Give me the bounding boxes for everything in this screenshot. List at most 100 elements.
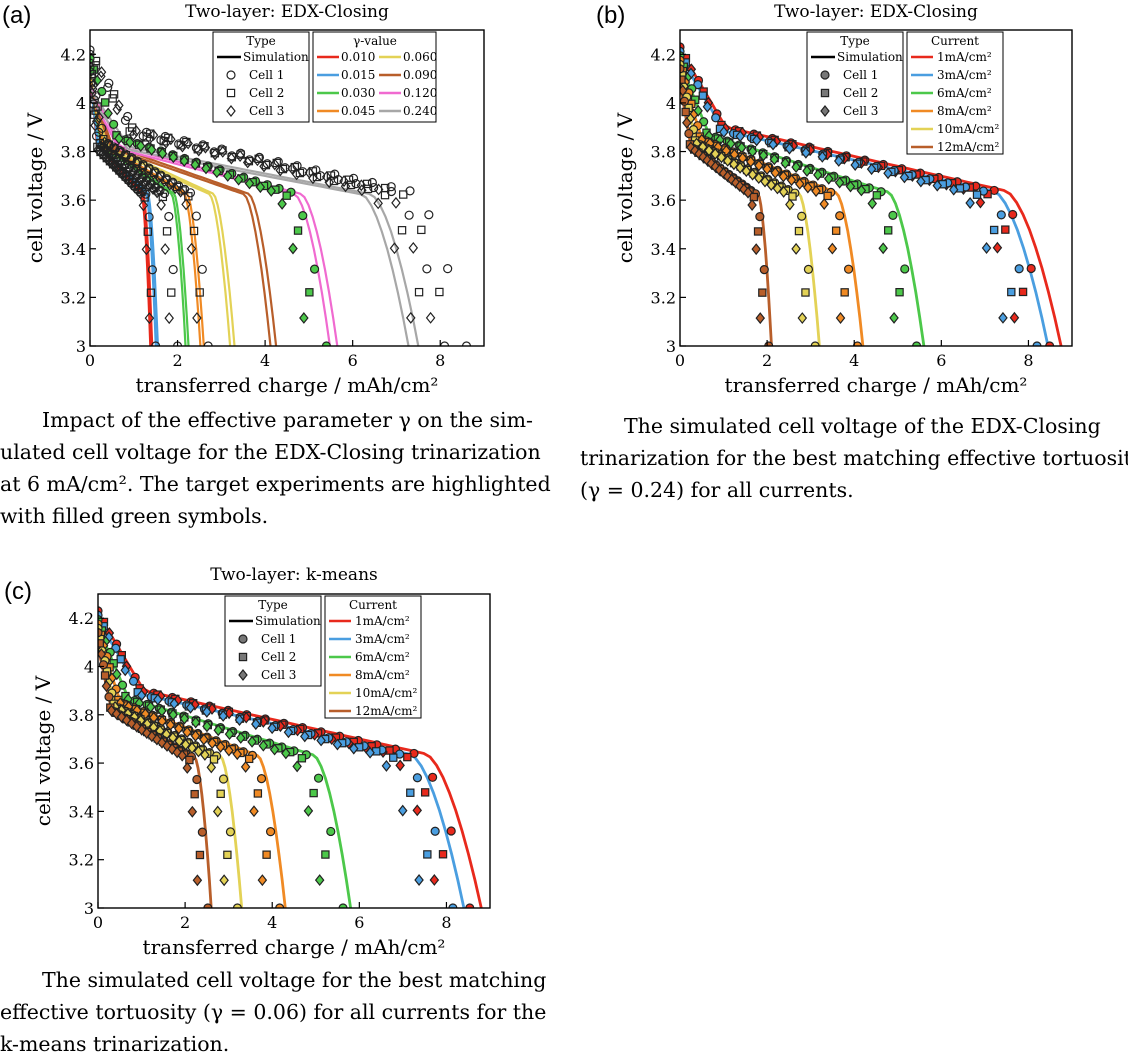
legend-series-entry: 0.240 — [403, 104, 437, 118]
exp-marker-2 — [326, 826, 336, 837]
exp-marker-0 — [438, 850, 448, 859]
exp-marker-3 — [197, 264, 207, 274]
exp-marker-0 — [465, 903, 475, 908]
x-tick-label: 0 — [675, 351, 685, 370]
exp-marker-3 — [831, 226, 841, 235]
exp-marker-1 — [128, 676, 139, 686]
exp-marker-0 — [975, 196, 986, 209]
exp-marker-0 — [420, 788, 430, 797]
exp-marker-4 — [90, 62, 95, 73]
exp-marker-5 — [182, 761, 193, 774]
exp-marker-1 — [234, 714, 245, 726]
exp-marker-1 — [801, 146, 811, 159]
exp-marker-1 — [784, 142, 795, 155]
x-tick-label: 2 — [762, 351, 772, 370]
legend-series-entry: 6mA/cm² — [937, 86, 992, 100]
exp-marker-3 — [786, 174, 797, 187]
exp-marker-3 — [835, 211, 845, 221]
exp-marker-4 — [801, 288, 810, 297]
x-tick-label: 8 — [441, 913, 451, 932]
exp-marker-2 — [292, 760, 302, 773]
exp-marker-5 — [91, 131, 102, 141]
exp-marker-2 — [802, 165, 812, 177]
exp-marker-1 — [128, 128, 139, 141]
exp-marker-5 — [751, 243, 761, 256]
exp-marker-4 — [156, 198, 166, 211]
exp-marker-1 — [440, 341, 450, 346]
exp-marker-0 — [435, 287, 444, 297]
exp-marker-4 — [193, 745, 204, 758]
exp-marker-3 — [90, 69, 97, 79]
plot-frame — [89, 29, 485, 347]
chart-b: Two-layer: EDX-Closing 0 2 4 6 8 3 3.2 3.4 3.6 3.8… — [613, 2, 1073, 397]
exp-marker-5 — [192, 874, 203, 887]
exp-marker-5 — [106, 704, 117, 717]
exp-marker-2 — [135, 140, 146, 152]
exp-marker-3 — [835, 312, 846, 324]
exp-marker-4 — [747, 168, 758, 181]
exp-marker-1 — [324, 176, 335, 189]
exp-marker-2 — [233, 173, 244, 186]
legend-series-title: γ-value — [353, 34, 397, 48]
exp-marker-1 — [702, 100, 713, 113]
caption-a: Impact of the effective parameter γ on t… — [0, 404, 551, 532]
y-axis-label: cell voltage / V — [31, 675, 55, 826]
exp-marker-1 — [866, 163, 877, 176]
exp-marker-1 — [357, 184, 367, 197]
x-tick-label: 2 — [180, 913, 190, 932]
exp-marker-2 — [282, 191, 291, 200]
panel-label-b: (b) — [596, 2, 626, 29]
exp-marker-0 — [403, 752, 412, 762]
exp-marker-5 — [98, 639, 104, 648]
caption-a-line-2: ulated cell voltage for the EDX-Closing … — [0, 440, 541, 464]
exp-marker-0 — [408, 241, 419, 254]
exp-marker-1 — [404, 210, 414, 220]
exp-marker-4 — [754, 172, 764, 185]
exp-marker-0 — [395, 759, 405, 772]
exp-marker-2 — [878, 242, 888, 255]
exp-marker-1 — [380, 190, 390, 200]
exp-marker-2 — [769, 153, 780, 166]
chart-title: Two-layer: EDX-Closing — [774, 2, 978, 22]
exp-marker-3 — [91, 91, 101, 101]
exp-marker-4 — [791, 242, 801, 255]
exp-marker-5 — [195, 850, 205, 860]
caption-a-line-4: with filled green symbols. — [0, 504, 269, 528]
exp-marker-3 — [215, 740, 226, 753]
legend-type-marker — [820, 105, 830, 117]
exp-marker-1 — [210, 148, 220, 161]
exp-marker-0 — [399, 190, 408, 199]
exp-marker-1 — [300, 730, 310, 743]
exp-marker-1 — [850, 159, 860, 172]
exp-marker-2 — [305, 288, 314, 297]
exp-marker-3 — [819, 198, 829, 210]
exp-marker-5 — [743, 186, 753, 199]
caption-b-line-1: The simulated cell voltage of the EDX-Cl… — [624, 414, 1101, 438]
exp-marker-3 — [257, 874, 268, 887]
legend-series-entry: 10mA/cm² — [937, 122, 999, 136]
legend-series: γ-value 0.010 0.015 0.030 0.045 0.060 0.090 0.1… — [312, 31, 437, 123]
exp-marker-1 — [397, 804, 408, 817]
exp-marker-0 — [446, 826, 456, 836]
y-tick-label: 4 — [76, 94, 86, 113]
legend-type-marker — [820, 88, 830, 98]
exp-marker-4 — [164, 211, 174, 222]
exp-marker-5 — [142, 727, 152, 740]
exp-marker-5 — [680, 96, 690, 106]
exp-marker-0 — [348, 173, 359, 183]
exp-marker-2 — [823, 172, 834, 185]
exp-marker-5 — [714, 164, 725, 176]
exp-marker-5 — [710, 160, 721, 173]
exp-marker-4 — [760, 175, 770, 188]
exp-marker-1 — [174, 139, 184, 149]
exp-marker-2 — [224, 728, 235, 741]
caption-a-line-1: Impact of the effective parameter γ on t… — [42, 408, 533, 432]
exp-marker-1 — [226, 152, 237, 165]
exp-marker-3 — [803, 181, 813, 194]
exp-marker-2 — [281, 747, 291, 760]
legend-series-entry: 8mA/cm² — [937, 104, 992, 118]
x-tick-label: 2 — [172, 351, 182, 370]
legend-series-entry: 1mA/cm² — [355, 614, 410, 628]
exp-marker-3 — [184, 192, 193, 201]
legend-type-marker — [238, 634, 248, 644]
